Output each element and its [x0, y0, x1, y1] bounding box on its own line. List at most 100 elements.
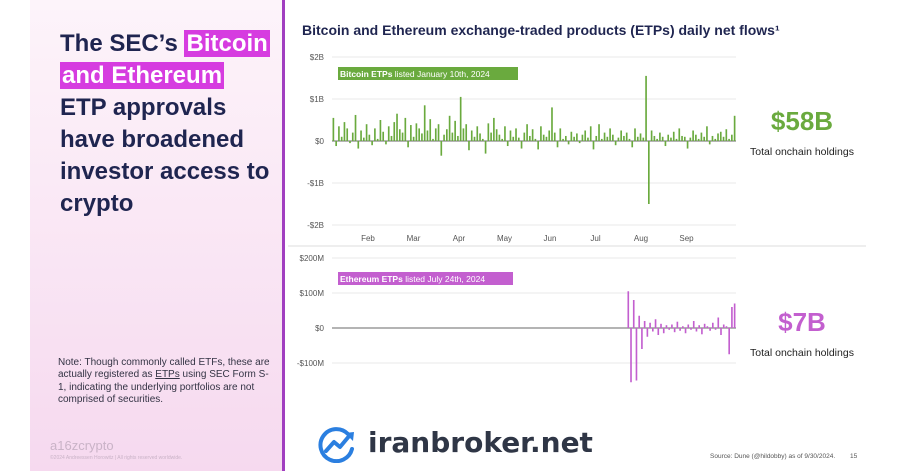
bar — [645, 75, 647, 141]
bar — [690, 328, 692, 330]
bar — [698, 325, 701, 328]
bar — [623, 135, 625, 141]
bar — [506, 141, 509, 147]
bar — [708, 141, 711, 145]
bar — [697, 138, 700, 141]
bar — [660, 323, 662, 328]
bar — [556, 141, 559, 148]
bar — [671, 324, 673, 328]
bar — [498, 134, 501, 141]
bar — [676, 321, 679, 328]
bar — [385, 141, 387, 145]
note-suffix: using SEC Form S-1, indicating the under… — [58, 369, 269, 406]
y-tick-label: -$1B — [307, 179, 324, 188]
bar — [564, 135, 567, 141]
footnote: Note: Though commonly called ETFs, these… — [58, 357, 273, 407]
bar — [365, 124, 368, 141]
bar — [668, 328, 671, 330]
etps-link[interactable]: ETPs — [155, 369, 180, 381]
headline-prefix: The SEC’s — [60, 30, 185, 57]
bar — [643, 321, 646, 328]
bar — [504, 126, 506, 141]
series-label-box — [338, 67, 518, 80]
bar — [559, 128, 562, 141]
y-tick-label: $100M — [300, 289, 325, 298]
bar — [625, 132, 628, 141]
bar — [415, 123, 418, 141]
bar — [628, 138, 631, 141]
bar — [432, 138, 434, 141]
bar — [709, 328, 711, 331]
bar — [714, 328, 717, 330]
bar — [722, 136, 725, 141]
bar — [493, 117, 495, 141]
page-number: 15 — [850, 453, 858, 460]
bar — [725, 129, 728, 141]
bar — [719, 131, 722, 141]
bar — [665, 325, 668, 328]
x-tick-label: Jul — [590, 234, 600, 243]
ethereum-total-caption: Total onchain holdings — [750, 347, 854, 359]
bar — [448, 115, 451, 141]
bar — [495, 129, 498, 141]
bar — [437, 124, 440, 141]
watermark-logo-icon — [318, 427, 354, 463]
ethereum-total-amount: $7B — [778, 307, 826, 337]
bar — [473, 136, 476, 141]
bar — [553, 132, 556, 141]
bar — [631, 141, 634, 148]
bar — [617, 137, 620, 141]
bar — [462, 128, 465, 141]
bar — [490, 132, 492, 141]
bar — [457, 135, 459, 141]
bar — [520, 141, 523, 149]
bar — [362, 137, 365, 141]
bar — [589, 126, 592, 141]
bar — [648, 141, 650, 204]
bar — [592, 141, 595, 150]
bar — [612, 134, 614, 141]
bitcoin-total-caption: Total onchain holdings — [750, 146, 854, 158]
bar — [465, 124, 468, 141]
bar — [509, 130, 512, 141]
bar — [570, 131, 573, 141]
y-tick-label: -$100M — [297, 359, 324, 368]
y-tick-label: $1B — [310, 95, 324, 104]
note-prefix: Note: Though commonly called ETFs, these… — [58, 357, 270, 381]
watermark-text: iranbroker.net — [368, 426, 593, 459]
bar — [534, 138, 537, 141]
bar — [440, 141, 443, 156]
bar — [578, 141, 581, 144]
bar — [410, 125, 412, 141]
bar — [703, 323, 706, 328]
bitcoin-total-amount: $58B — [770, 106, 834, 136]
bar — [603, 132, 606, 141]
bar — [581, 134, 584, 141]
bar — [652, 328, 654, 332]
bar — [692, 130, 694, 141]
bar — [630, 328, 632, 383]
ethereum-total: $7B Total onchain holdings — [742, 307, 862, 360]
bar — [587, 137, 589, 141]
bar — [573, 136, 575, 141]
bar — [692, 321, 695, 328]
bar — [614, 141, 617, 146]
bar — [638, 315, 641, 328]
bar — [609, 128, 611, 141]
bar — [661, 136, 664, 141]
bar — [332, 117, 335, 141]
bar — [649, 322, 651, 328]
bar — [682, 326, 684, 328]
headline-rest: ETP approvals have broadened investor ac… — [60, 94, 270, 217]
bar — [459, 96, 462, 141]
bar — [687, 324, 690, 328]
bar — [653, 135, 656, 141]
bar — [706, 126, 708, 141]
bar — [340, 136, 343, 141]
x-tick-label: Feb — [361, 234, 375, 243]
bar — [537, 141, 539, 150]
bar — [731, 134, 733, 141]
x-tick-label: Apr — [453, 234, 466, 243]
bar — [642, 137, 645, 141]
bar — [706, 326, 709, 328]
